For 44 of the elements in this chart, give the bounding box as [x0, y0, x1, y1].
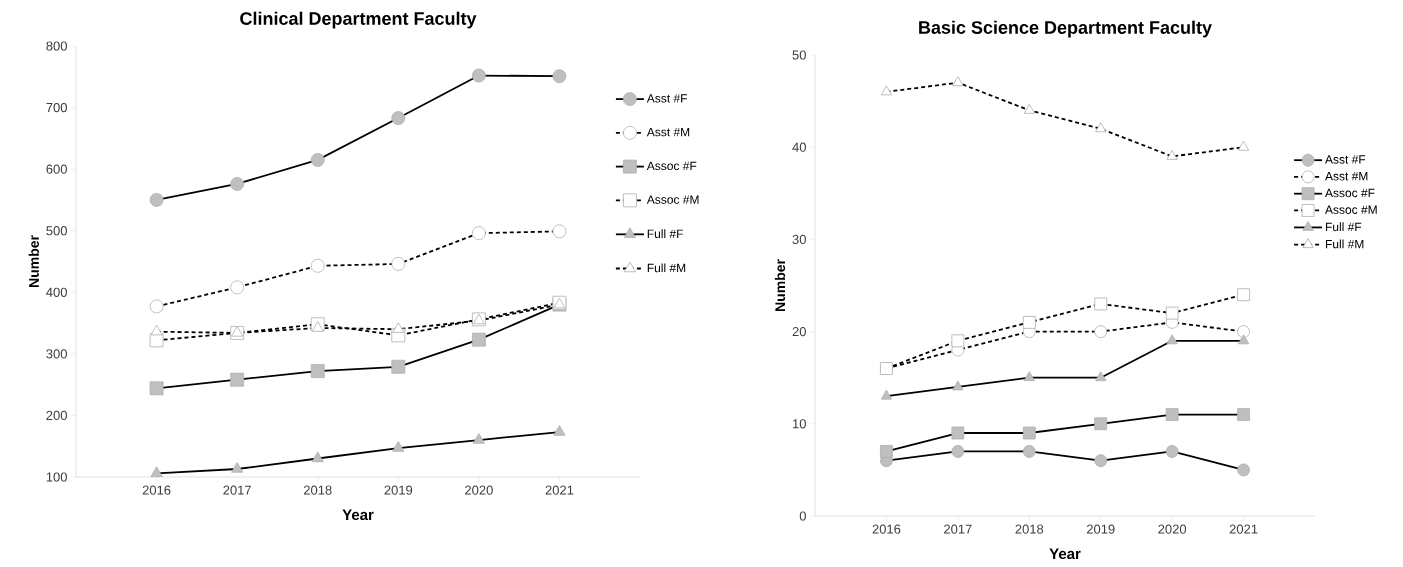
legend-label: Full #M	[647, 263, 686, 273]
x-axis-title: Year	[1049, 548, 1081, 560]
legend-label: Full #F	[1325, 222, 1362, 232]
y-tick-label: 800	[46, 41, 67, 51]
x-tick-label: 2016	[872, 524, 901, 534]
legend-label: Asst #M	[1325, 172, 1368, 181]
x-tick-label: 2018	[303, 485, 332, 495]
x-tick-label: 2017	[944, 524, 972, 534]
x-axis-title: Year	[342, 509, 374, 521]
y-tick-label: 0	[799, 511, 806, 521]
legend-label: Assoc #F	[646, 161, 697, 171]
legend-label: Assoc #M	[646, 195, 699, 204]
legend-label: Asst #F	[1325, 155, 1366, 164]
y-tick-label: 30	[792, 234, 806, 244]
y-tick-label: 10	[793, 419, 806, 429]
x-tick-label: 2019	[1086, 524, 1115, 534]
y-tick-label: 300	[46, 349, 67, 359]
legend-label: Assoc #F	[1325, 188, 1375, 198]
legend-label: Assoc #M	[1325, 205, 1377, 214]
legend-label: Asst #M	[646, 127, 690, 137]
y-tick-label: 700	[46, 102, 67, 113]
x-tick-label: 2019	[384, 485, 413, 495]
x-tick-label: 2017	[223, 485, 251, 495]
y-tick-label: 40	[792, 142, 806, 152]
legend-label: Full #F	[647, 229, 683, 239]
x-tick-label: 2020	[465, 485, 493, 495]
y-tick-label: 500	[46, 226, 67, 236]
y-tick-label: 100	[46, 472, 67, 482]
y-tick-label: 50	[792, 50, 806, 60]
x-tick-label: 2016	[142, 485, 171, 495]
y-axis-title: Number	[28, 235, 39, 287]
x-tick-label: 2021	[545, 485, 574, 495]
y-axis-title: Number	[774, 259, 786, 311]
y-tick-label: 400	[46, 287, 67, 297]
x-tick-label: 2020	[1158, 524, 1187, 534]
chart-title: Basic Science Department Faculty	[919, 20, 1212, 38]
legend-label: Asst #F	[646, 94, 687, 103]
y-tick-label: 20	[792, 326, 806, 337]
x-tick-label: 2021	[1229, 524, 1258, 534]
legend-label: Full #M	[1325, 239, 1364, 249]
y-tick-label: 200	[46, 410, 67, 421]
chart-title: Clinical Department Faculty	[240, 11, 477, 29]
y-tick-label: 600	[46, 164, 67, 174]
x-tick-label: 2018	[1015, 524, 1044, 534]
